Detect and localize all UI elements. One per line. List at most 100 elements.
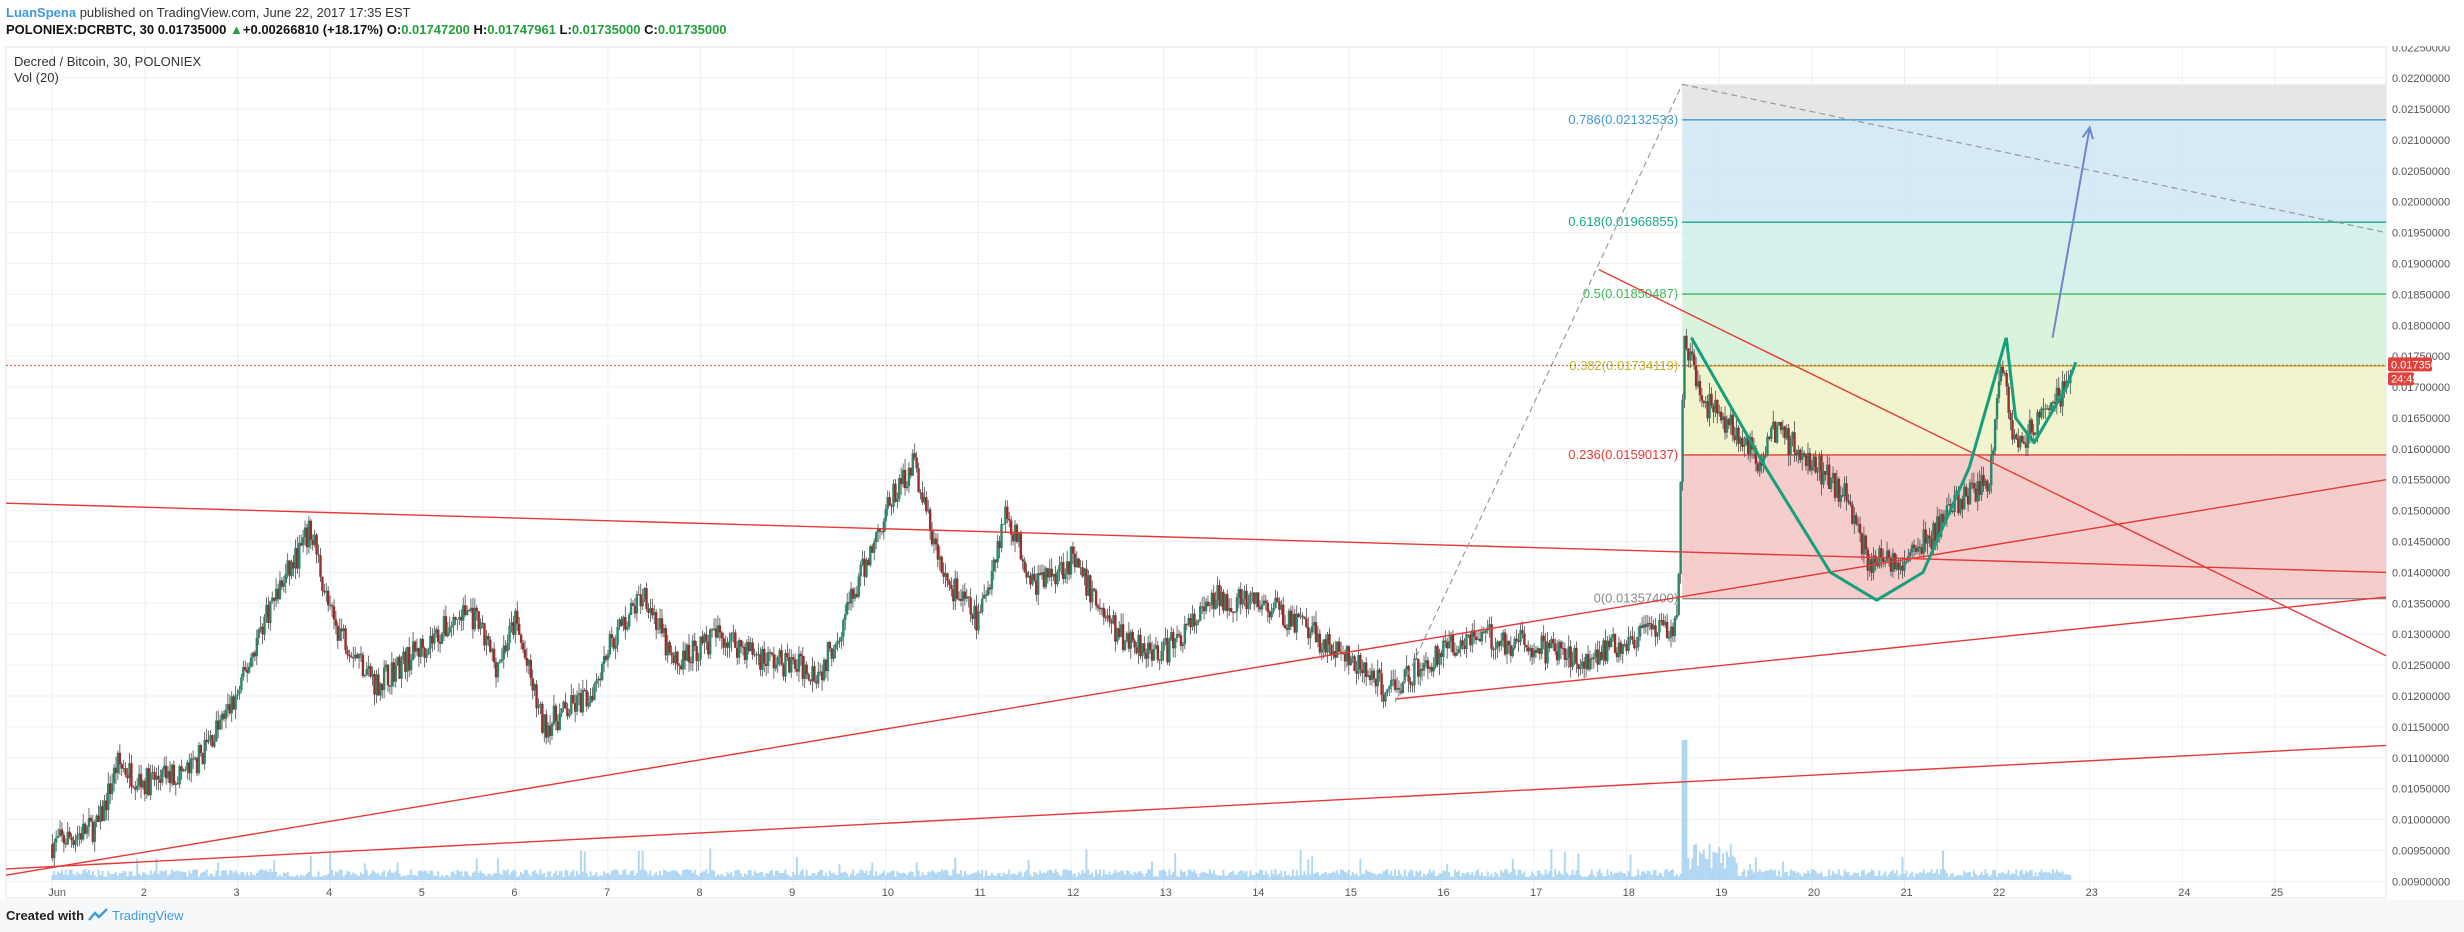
candle-body (984, 594, 988, 596)
candle-body (384, 664, 388, 668)
candle-body (820, 671, 824, 681)
tradingview-link[interactable]: TradingView (112, 908, 184, 923)
candle-body (780, 650, 783, 665)
candle-body (687, 644, 691, 663)
candle-body (110, 783, 114, 795)
author-link[interactable]: LuanSpena (6, 5, 77, 20)
volume-bar (1490, 873, 1493, 880)
candle-body (691, 640, 695, 664)
candle-body (288, 560, 291, 577)
candle-body (952, 589, 955, 602)
volume-bar (1940, 869, 1943, 880)
volume-bar (1673, 876, 1676, 880)
volume-bar (512, 869, 515, 880)
candle-body (1978, 481, 1981, 495)
candle-body (928, 509, 932, 532)
volume-bar (894, 876, 897, 880)
volume-bar (1893, 873, 1896, 880)
volume-bar (398, 873, 401, 880)
volume-bar (1606, 869, 1609, 880)
candle-body (734, 632, 737, 648)
volume-bar (294, 876, 297, 880)
candle-body (1702, 400, 1705, 404)
volume-bar (352, 872, 355, 880)
volume-bar (1778, 870, 1781, 880)
volume-bar (1915, 873, 1918, 880)
candle-body (394, 665, 397, 682)
fibonacci-retracement[interactable]: 0(0.01357400)0.236(0.01590137)0.382(0.01… (1568, 84, 2386, 606)
tradingview-logo-icon[interactable] (88, 908, 108, 922)
volume-bar (1695, 843, 1698, 880)
volume-bar (1133, 871, 1136, 880)
candle-body (1982, 475, 1985, 486)
volume-bar (892, 870, 895, 880)
candle-body (1557, 641, 1561, 661)
candle-body (811, 666, 814, 682)
time-axis[interactable]: Jun 2 3 4 5 6 7 8 9 10 11 12 13 14 15 16 17 18 19 20 21 22 23 2… (48, 887, 2283, 899)
candle-body (1870, 559, 1873, 573)
candle-body (1021, 559, 1024, 562)
volume-bar (1957, 874, 1960, 880)
volume-bar (792, 871, 795, 880)
candle-body (1833, 472, 1837, 498)
candle-body (1415, 658, 1418, 660)
candle-body (355, 654, 359, 659)
volume-bar (1407, 872, 1410, 880)
volume-bar (751, 875, 754, 880)
volume-bar (946, 871, 949, 880)
candle-body (450, 625, 453, 628)
candle-body (1795, 452, 1798, 456)
drawing-tools[interactable] (5, 83, 2387, 876)
volume-bar (1689, 869, 1692, 880)
candle-body (205, 739, 208, 743)
candle-body (1200, 606, 1204, 608)
volume-bar (59, 872, 62, 880)
volume-bar (1397, 870, 1400, 880)
volume-bar (942, 870, 945, 880)
volume-bar (1112, 872, 1115, 880)
volume-bar (572, 869, 575, 880)
candle-body (1961, 499, 1964, 510)
candle-body (1046, 568, 1050, 578)
candle-body (925, 497, 928, 512)
volume-bar (1504, 869, 1507, 880)
y-tick-label: 0.01500000 (2392, 506, 2450, 518)
candle-body (326, 590, 330, 606)
volume-bar (64, 869, 67, 880)
price-chart[interactable]: 0(0.01357400)0.236(0.01590137)0.382(0.01… (0, 46, 2464, 900)
volume-bar (809, 875, 812, 880)
volume-bar (610, 870, 613, 880)
high-value: 0.01747961 (487, 22, 556, 37)
volume-bar (415, 876, 418, 880)
candle-body (543, 714, 546, 733)
volume-bar (637, 850, 640, 880)
volume-bar (1895, 869, 1898, 880)
volume-bar (1131, 875, 1134, 880)
candle-body (747, 641, 750, 652)
volume-bar (1772, 870, 1775, 880)
candle-body (871, 546, 874, 553)
volume-bar (1264, 870, 1267, 880)
volume-bar (282, 872, 285, 880)
candle-body (282, 582, 286, 587)
volume-bar (1170, 874, 1173, 880)
volume-bar (844, 871, 847, 880)
candle-body (1473, 630, 1476, 637)
candle-body (1125, 633, 1129, 641)
volume-bar (2040, 869, 2043, 880)
candle-body (701, 636, 704, 644)
candle-body (1856, 524, 1860, 526)
candle-body (1295, 613, 1298, 633)
volume-bar (632, 870, 635, 880)
candle-body (118, 752, 122, 765)
price-axis[interactable]: 0.022500000.022000000.021500000.02100000… (2392, 46, 2450, 888)
candle-body (627, 614, 631, 627)
candle-body (1085, 568, 1088, 596)
volume-bar (219, 875, 222, 880)
volume-bar (446, 875, 449, 880)
candle-body (595, 680, 598, 685)
candle-body (1469, 634, 1472, 646)
volume-bar (911, 872, 914, 880)
volume-bar (1872, 870, 1875, 880)
volume-bar (747, 870, 750, 880)
